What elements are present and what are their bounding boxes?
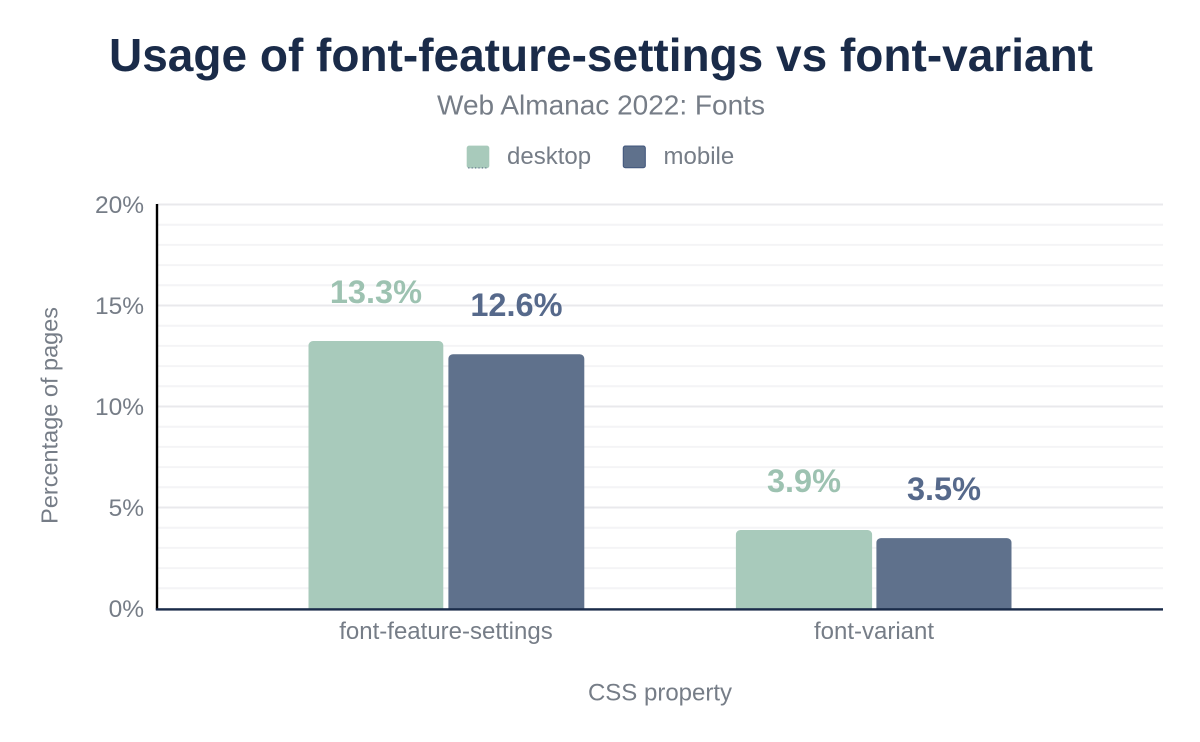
- svg-text:0%: 0%: [109, 596, 144, 623]
- svg-text:12.6%: 12.6%: [470, 287, 562, 323]
- svg-text:mobile: mobile: [664, 143, 735, 170]
- svg-text:15%: 15%: [95, 293, 144, 320]
- svg-text:3.9%: 3.9%: [767, 463, 841, 499]
- svg-text:3.5%: 3.5%: [907, 471, 981, 507]
- svg-text:Usage of font-feature-settings: Usage of font-feature-settings vs font-v…: [109, 29, 1093, 81]
- svg-text:Percentage of pages: Percentage of pages: [37, 307, 63, 524]
- svg-text:font-variant: font-variant: [814, 618, 934, 645]
- svg-text:CSS property: CSS property: [588, 679, 732, 706]
- svg-text:10%: 10%: [95, 394, 144, 421]
- svg-text:13.3%: 13.3%: [330, 274, 422, 310]
- svg-text:5%: 5%: [109, 495, 144, 522]
- svg-text:desktop: desktop: [507, 143, 591, 170]
- svg-text:20%: 20%: [95, 192, 144, 219]
- svg-text:Web Almanac 2022: Fonts: Web Almanac 2022: Fonts: [437, 90, 765, 121]
- svg-text:font-feature-settings: font-feature-settings: [339, 618, 552, 645]
